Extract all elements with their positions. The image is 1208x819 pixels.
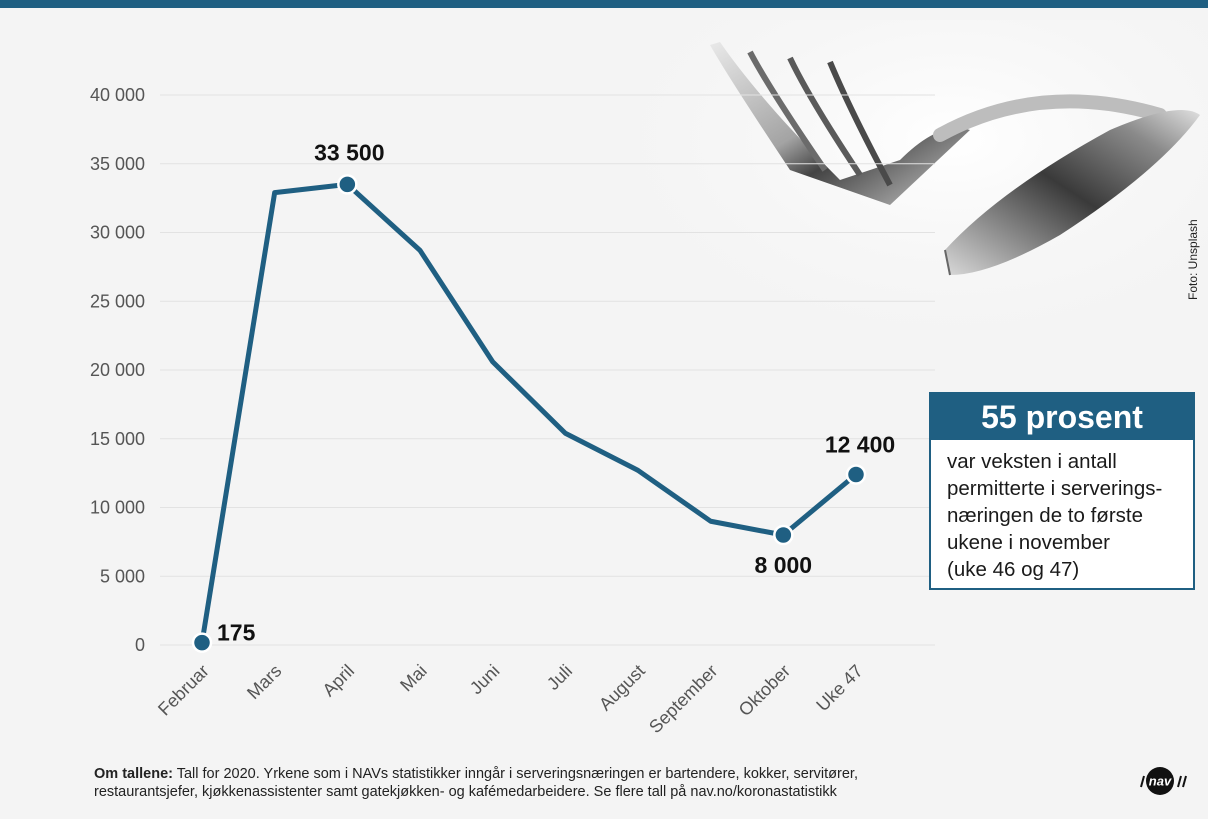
x-tick-label: Juli (543, 661, 576, 694)
data-point-marker (773, 524, 794, 546)
y-tick-label: 10 000 (90, 498, 145, 518)
knife-shape (944, 110, 1200, 276)
x-tick-label: Oktober (735, 661, 794, 720)
callout-line: var veksten i antall (947, 450, 1117, 473)
callout-line: (uke 46 og 47) (947, 558, 1080, 581)
footer-label: Om tallene: (94, 766, 173, 782)
nav-logo: nav (1140, 767, 1187, 795)
y-tick-label: 25 000 (90, 291, 145, 311)
y-tick-label: 30 000 (90, 223, 145, 243)
footer-text-1: Tall for 2020. Yrkene som i NAVs statist… (172, 766, 858, 782)
top-accent-bar (0, 0, 1208, 8)
data-label: 8 000 (755, 552, 813, 578)
series-line (199, 181, 859, 646)
logo-text: nav (1149, 774, 1172, 789)
x-tick-label: Mars (243, 661, 285, 703)
callout-line: ukene i november (947, 531, 1110, 554)
y-tick-label: 0 (135, 635, 145, 655)
x-tick-label: April (319, 661, 359, 701)
data-point-marker (845, 464, 867, 485)
data-label: 175 (217, 620, 256, 646)
x-tick-label: Juni (466, 661, 503, 698)
data-label: 12 400 (825, 432, 895, 458)
y-tick-label: 15 000 (90, 429, 145, 449)
x-tick-label: Mai (396, 661, 431, 696)
data-label: 33 500 (314, 139, 384, 165)
data-point-marker (337, 174, 358, 195)
callout-line: permitterte i serverings- (947, 477, 1163, 500)
y-tick-label: 20 000 (90, 360, 145, 380)
x-tick-label: August (595, 661, 649, 715)
summary-callout: 55 prosent var veksten i antall permitte… (929, 392, 1195, 590)
data-point-marker (191, 632, 213, 653)
x-tick-label: Uke 47 (812, 661, 866, 715)
footer-note: Om tallene: Tall for 2020. Yrkene som i … (94, 765, 1074, 801)
x-tick-label: September (645, 661, 721, 737)
footer-text-2: restaurantsjefer, kjøkkenassistenter sam… (94, 784, 837, 800)
callout-line: næringen de to første (947, 504, 1143, 527)
y-tick-label: 5 000 (100, 566, 145, 586)
y-tick-label: 35 000 (90, 154, 145, 174)
x-tick-label: Februar (154, 661, 213, 720)
callout-headline: 55 prosent (931, 394, 1193, 440)
y-tick-label: 40 000 (90, 85, 145, 105)
callout-text: var veksten i antall permitterte i serve… (931, 440, 1193, 583)
cutlery-photo (640, 20, 1208, 360)
